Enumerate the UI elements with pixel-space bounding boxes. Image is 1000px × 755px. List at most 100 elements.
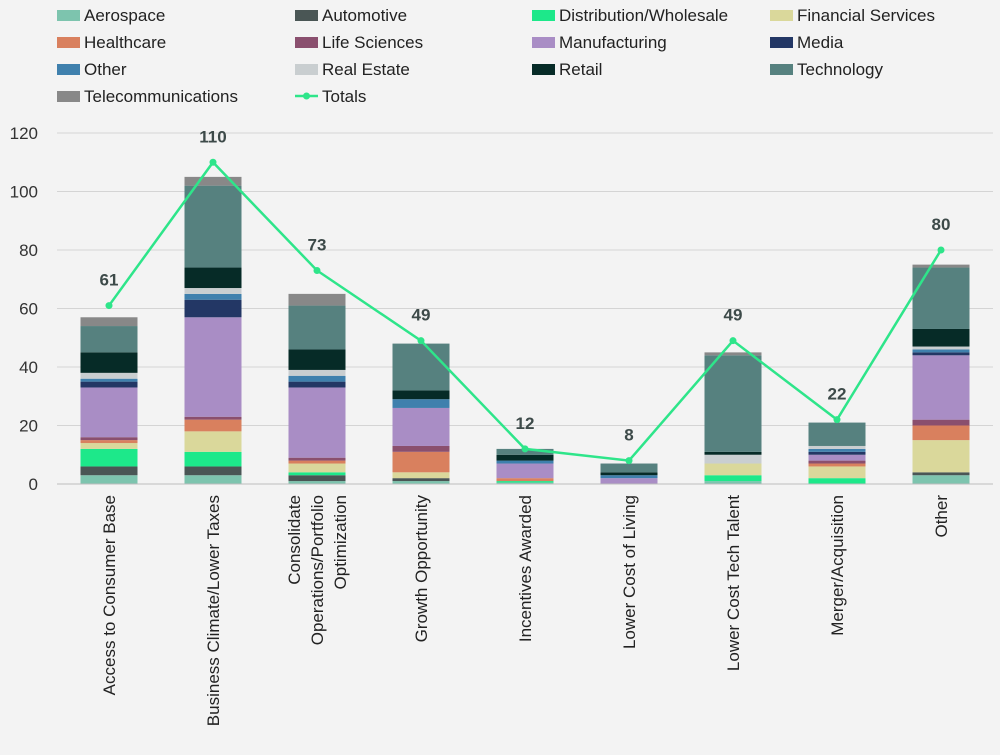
bar-segment	[184, 416, 242, 420]
totals-point	[417, 337, 425, 345]
bar-segment	[184, 317, 242, 417]
legend-label: Telecommunications	[84, 87, 238, 106]
legend-swatch	[770, 10, 793, 21]
totals-point	[937, 246, 945, 254]
totals-point	[313, 266, 321, 274]
x-tick-label: Incentives Awarded	[516, 495, 535, 642]
bar-segment	[80, 448, 138, 467]
bar-segment	[912, 440, 970, 473]
bar-segment	[808, 478, 866, 484]
bar-segment	[392, 478, 450, 482]
bar-segment	[184, 288, 242, 294]
totals-data-label: 80	[932, 215, 951, 234]
y-tick-label: 100	[10, 183, 38, 202]
totals-data-label: 49	[412, 306, 431, 325]
x-tick-label: Business Climate/Lower Taxes	[204, 495, 223, 726]
bar-segment	[392, 472, 450, 479]
bar-segment	[912, 355, 970, 420]
x-tick-label: Growth Opportunity	[412, 495, 431, 643]
bar-segment	[288, 472, 346, 476]
totals-point	[209, 158, 217, 166]
bar-segment	[600, 478, 658, 484]
bar-segment	[704, 463, 762, 476]
totals-data-label: 73	[308, 235, 327, 254]
totals-point	[521, 445, 529, 453]
x-tick-label: Operations/Portfolio	[308, 495, 327, 645]
bar-segment	[704, 454, 762, 464]
legend-swatch	[532, 37, 555, 48]
bar-segment	[288, 475, 346, 482]
bar-segment	[184, 176, 242, 186]
bar-segment	[80, 387, 138, 438]
totals-data-label: 22	[828, 385, 847, 404]
bar-segment	[392, 445, 450, 452]
bar-segment	[600, 463, 658, 473]
bar-segment	[288, 457, 346, 461]
bar-segment	[288, 460, 346, 464]
x-tick-label: Optimization	[331, 495, 350, 589]
legend-swatch	[770, 37, 793, 48]
y-tick-label: 80	[19, 241, 38, 260]
legend-label: Life Sciences	[322, 33, 423, 52]
bar-segment	[496, 454, 554, 461]
bar-segment	[80, 443, 138, 449]
totals-data-label: 8	[624, 426, 633, 445]
bar-segment	[912, 264, 970, 268]
y-tick-label: 20	[19, 417, 38, 436]
bar-segment	[288, 293, 346, 306]
x-tick-label: Access to Consumer Base	[100, 495, 119, 695]
legend-swatch	[295, 37, 318, 48]
bar-segment	[912, 267, 970, 329]
bar-segment	[80, 372, 138, 379]
bar-segment	[392, 399, 450, 408]
x-tick-label: Consolidate	[285, 495, 304, 585]
bar-segment	[184, 451, 242, 467]
legend-label: Distribution/Wholesale	[559, 6, 728, 25]
totals-data-label: 49	[724, 306, 743, 325]
bar-segment	[80, 326, 138, 353]
bar-segment	[80, 466, 138, 476]
bar-segment	[80, 437, 138, 441]
bar-segment	[912, 328, 970, 347]
legend-label: Technology	[797, 60, 884, 79]
bar-segment	[912, 475, 970, 484]
bar-segment	[808, 445, 866, 449]
bar-segment	[288, 349, 346, 370]
legend-label: Real Estate	[322, 60, 410, 79]
legend-swatch-marker	[303, 92, 310, 100]
bar-segment	[184, 475, 242, 484]
bar-segment	[808, 454, 866, 461]
totals-data-label: 61	[100, 271, 119, 290]
bar-segment	[80, 440, 138, 444]
bar-segment	[184, 293, 242, 300]
bar-segment	[80, 475, 138, 484]
bar-segment	[600, 475, 658, 479]
legend-swatch	[57, 64, 80, 75]
bar-segment	[496, 463, 554, 479]
y-tick-label: 60	[19, 300, 38, 319]
bar-segment	[184, 419, 242, 432]
y-tick-label: 0	[29, 475, 38, 494]
legend-label: Aerospace	[84, 6, 165, 25]
legend-swatch	[532, 64, 555, 75]
bar-segment	[704, 352, 762, 356]
x-tick-label: Lower Cost Tech Talent	[724, 495, 743, 671]
bar-segment	[80, 378, 138, 382]
bar-segment	[80, 381, 138, 388]
legend-swatch	[295, 10, 318, 21]
bar-segment	[288, 305, 346, 350]
bar-segment	[184, 466, 242, 476]
bar-segment	[496, 478, 554, 482]
y-tick-label: 120	[10, 124, 38, 143]
bar-segment	[912, 352, 970, 356]
totals-data-label: 12	[516, 414, 535, 433]
bar-segment	[288, 381, 346, 388]
bar-segment	[496, 482, 554, 484]
bar-segment	[912, 472, 970, 476]
legend-label: Manufacturing	[559, 33, 667, 52]
legend-swatch	[295, 64, 318, 75]
bar-segment	[600, 472, 658, 476]
x-tick-label: Other	[932, 495, 951, 538]
